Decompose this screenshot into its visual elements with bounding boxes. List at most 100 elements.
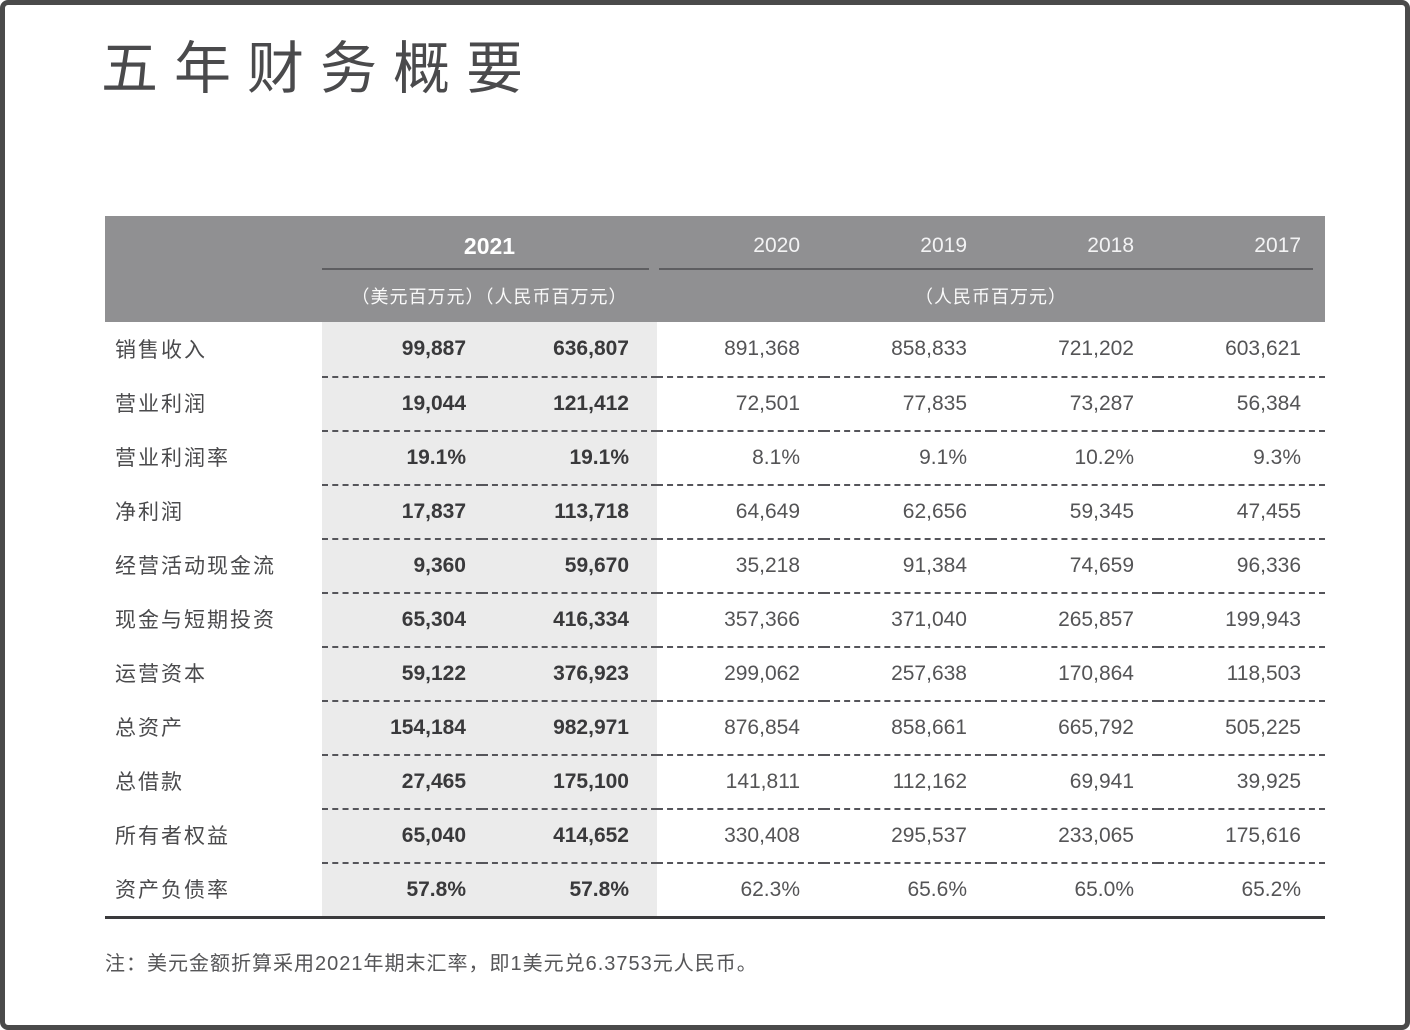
table-row: 营业利润 19,044 121,412 72,501 77,835 73,287 56,38… xyxy=(105,376,1325,430)
value-prior-year: 330,408 xyxy=(657,808,824,862)
value-prior-year: 371,040 xyxy=(824,592,991,646)
value-prior-year: 39,925 xyxy=(1158,754,1325,808)
row-label: 总资产 xyxy=(115,717,184,740)
value-prior-year: 73,287 xyxy=(991,376,1158,430)
value-2021: 57.8% xyxy=(322,862,482,916)
value-prior-year: 9.3% xyxy=(1158,430,1325,484)
table-header: 2021 2020 2019 2018 2017 （美元百万元）（人民币百万元）… xyxy=(105,216,1325,322)
value-2021: 19.1% xyxy=(322,430,482,484)
row-label: 销售收入 xyxy=(115,339,207,362)
value-prior-year: 10.2% xyxy=(991,430,1158,484)
value-2021: 636,807 xyxy=(482,322,657,376)
row-label: 营业利润率 xyxy=(115,447,230,470)
value-prior-year: 257,638 xyxy=(824,646,991,700)
value-2021: 982,971 xyxy=(482,700,657,754)
row-label: 总借款 xyxy=(115,771,184,794)
value-2021: 9,360 xyxy=(322,538,482,592)
value-prior-year: 170,864 xyxy=(991,646,1158,700)
value-prior-year: 233,065 xyxy=(991,808,1158,862)
value-prior-year: 299,062 xyxy=(657,646,824,700)
row-label: 净利润 xyxy=(115,501,184,524)
col-header-2021: 2021 xyxy=(463,232,516,259)
value-prior-year: 62,656 xyxy=(824,484,991,538)
value-2021: 65,040 xyxy=(322,808,482,862)
value-prior-year: 265,857 xyxy=(991,592,1158,646)
value-prior-year: 65.0% xyxy=(991,862,1158,916)
col-header-2017: 2017 xyxy=(1254,234,1301,257)
value-2021: 59,122 xyxy=(322,646,482,700)
value-2021: 376,923 xyxy=(482,646,657,700)
value-2021: 416,334 xyxy=(482,592,657,646)
row-label: 资产负债率 xyxy=(115,879,230,902)
footnote: 注：美元金额折算采用2021年期末汇率，即1美元兑6.3753元人民币。 xyxy=(105,953,758,975)
value-prior-year: 62.3% xyxy=(657,862,824,916)
table-body: 销售收入 99,887 636,807 891,368 858,833 721,202 60… xyxy=(105,322,1325,919)
value-2021: 59,670 xyxy=(482,538,657,592)
five-year-summary-table: 2021 2020 2019 2018 2017 （美元百万元）（人民币百万元）… xyxy=(105,216,1325,919)
col-header-2020: 2020 xyxy=(753,234,800,257)
value-prior-year: 295,537 xyxy=(824,808,991,862)
value-2021: 57.8% xyxy=(482,862,657,916)
value-prior-year: 59,345 xyxy=(991,484,1158,538)
col-header-2018: 2018 xyxy=(1087,234,1134,257)
table-row: 净利润 17,837 113,718 64,649 62,656 59,345 47,455 xyxy=(105,484,1325,538)
value-prior-year: 141,811 xyxy=(657,754,824,808)
row-label: 所有者权益 xyxy=(115,825,230,848)
row-label: 经营活动现金流 xyxy=(115,555,276,578)
table-row: 所有者权益 65,040 414,652 330,408 295,537 233,065 1… xyxy=(105,808,1325,862)
value-2021: 121,412 xyxy=(482,376,657,430)
value-prior-year: 199,943 xyxy=(1158,592,1325,646)
value-prior-year: 56,384 xyxy=(1158,376,1325,430)
value-2021: 17,837 xyxy=(322,484,482,538)
unit-label-prior: （人民币百万元） xyxy=(915,287,1067,307)
table-row: 总资产 154,184 982,971 876,854 858,661 665,792 50… xyxy=(105,700,1325,754)
value-prior-year: 118,503 xyxy=(1158,646,1325,700)
page-title: 五年财务概要 xyxy=(101,37,539,101)
value-prior-year: 72,501 xyxy=(657,376,824,430)
value-prior-year: 721,202 xyxy=(1058,337,1134,360)
table-row: 资产负债率 57.8% 57.8% 62.3% 65.6% 65.0% 65.2% xyxy=(105,862,1325,916)
value-2021: 175,100 xyxy=(482,754,657,808)
value-prior-year: 65.6% xyxy=(824,862,991,916)
table-row: 销售收入 99,887 636,807 891,368 858,833 721,202 60… xyxy=(105,322,1325,376)
value-prior-year: 891,368 xyxy=(724,337,800,360)
value-prior-year: 35,218 xyxy=(657,538,824,592)
divider-prior-group xyxy=(659,268,1313,270)
value-2021: 19,044 xyxy=(322,376,482,430)
value-prior-year: 69,941 xyxy=(991,754,1158,808)
unit-label-current: （美元百万元）（人民币百万元） xyxy=(351,287,628,307)
value-prior-year: 74,659 xyxy=(991,538,1158,592)
divider-current-group xyxy=(322,268,649,270)
value-prior-year: 65.2% xyxy=(1158,862,1325,916)
unit-header-row: （美元百万元）（人民币百万元） （人民币百万元） xyxy=(105,270,1325,322)
value-2021: 414,652 xyxy=(482,808,657,862)
value-2021: 113,718 xyxy=(482,484,657,538)
value-2021: 27,465 xyxy=(322,754,482,808)
row-label: 现金与短期投资 xyxy=(115,609,276,632)
table-row: 总借款 27,465 175,100 141,811 112,162 69,941 39,9… xyxy=(105,754,1325,808)
value-2021: 154,184 xyxy=(322,700,482,754)
value-prior-year: 64,649 xyxy=(657,484,824,538)
table-row: 经营活动现金流 9,360 59,670 35,218 91,384 74,659 96,3… xyxy=(105,538,1325,592)
value-prior-year: 8.1% xyxy=(657,430,824,484)
value-2021: 65,304 xyxy=(322,592,482,646)
value-prior-year: 876,854 xyxy=(657,700,824,754)
year-header-row: 2021 2020 2019 2018 2017 xyxy=(105,216,1325,268)
label-column-spacer xyxy=(105,268,322,270)
value-prior-year: 112,162 xyxy=(824,754,991,808)
value-prior-year: 357,366 xyxy=(657,592,824,646)
value-2021: 19.1% xyxy=(482,430,657,484)
table-row: 运营资本 59,122 376,923 299,062 257,638 170,864 11… xyxy=(105,646,1325,700)
row-label: 营业利润 xyxy=(115,393,207,416)
value-prior-year: 91,384 xyxy=(824,538,991,592)
value-prior-year: 505,225 xyxy=(1158,700,1325,754)
value-prior-year: 603,621 xyxy=(1225,337,1301,360)
table-row: 现金与短期投资 65,304 416,334 357,366 371,040 265,85… xyxy=(105,592,1325,646)
row-label: 运营资本 xyxy=(115,663,207,686)
value-prior-year: 47,455 xyxy=(1158,484,1325,538)
value-prior-year: 175,616 xyxy=(1158,808,1325,862)
value-2021: 99,887 xyxy=(322,322,482,376)
header-divider-row xyxy=(105,268,1325,270)
value-prior-year: 96,336 xyxy=(1158,538,1325,592)
value-prior-year: 9.1% xyxy=(824,430,991,484)
